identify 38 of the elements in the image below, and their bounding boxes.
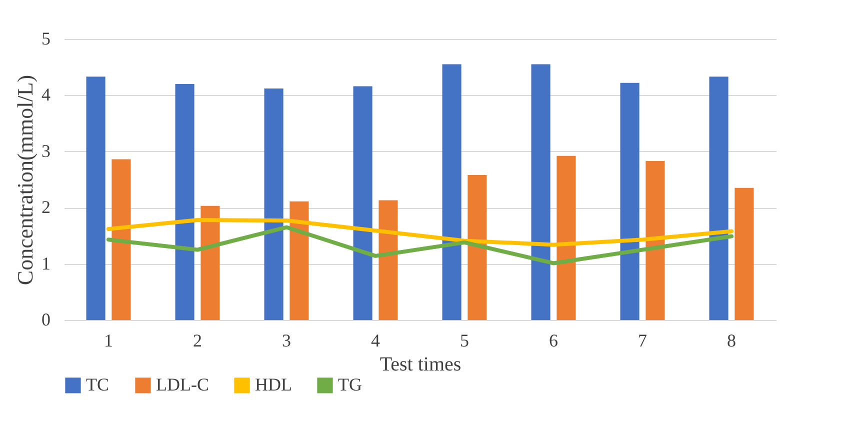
line-series <box>106 225 734 266</box>
x-tick-label: 4 <box>371 330 380 350</box>
x-axis-title: Test times <box>380 354 462 376</box>
bar <box>734 188 754 320</box>
x-tick-label: 5 <box>460 330 469 350</box>
y-tick-label: 5 <box>42 28 50 48</box>
x-tick-label: 7 <box>638 330 647 350</box>
bar <box>112 159 131 320</box>
x-tick-label: 8 <box>727 330 736 350</box>
x-tick-label: 3 <box>282 330 291 350</box>
bar <box>290 201 309 320</box>
bar <box>646 160 665 320</box>
bar <box>620 82 640 320</box>
bar <box>264 88 284 320</box>
x-tick-label: 1 <box>104 330 113 350</box>
bar <box>353 86 372 320</box>
y-axis-title: Concentration(mmol/L) <box>12 74 38 286</box>
y-tick-label: 0 <box>42 310 50 330</box>
bar <box>531 64 550 320</box>
y-tick-label: 3 <box>42 140 50 161</box>
x-tick-label: 2 <box>193 330 202 350</box>
line-series <box>106 218 734 247</box>
bar <box>175 84 194 320</box>
y-tick-label: 4 <box>42 84 50 105</box>
bar <box>468 175 487 320</box>
bar <box>86 76 106 320</box>
bar <box>556 156 576 320</box>
legend-label: TG <box>338 374 362 394</box>
y-tick-label: 1 <box>42 253 50 274</box>
bar <box>378 200 398 320</box>
legend-label: TC <box>86 374 110 394</box>
y-tick-label: 2 <box>42 197 50 218</box>
legend-label: HDL <box>255 374 292 394</box>
legend-label: LDL-C <box>156 374 209 394</box>
bar <box>709 76 728 320</box>
x-tick-label: 6 <box>549 330 558 350</box>
bar <box>442 64 462 320</box>
bar <box>200 206 220 320</box>
